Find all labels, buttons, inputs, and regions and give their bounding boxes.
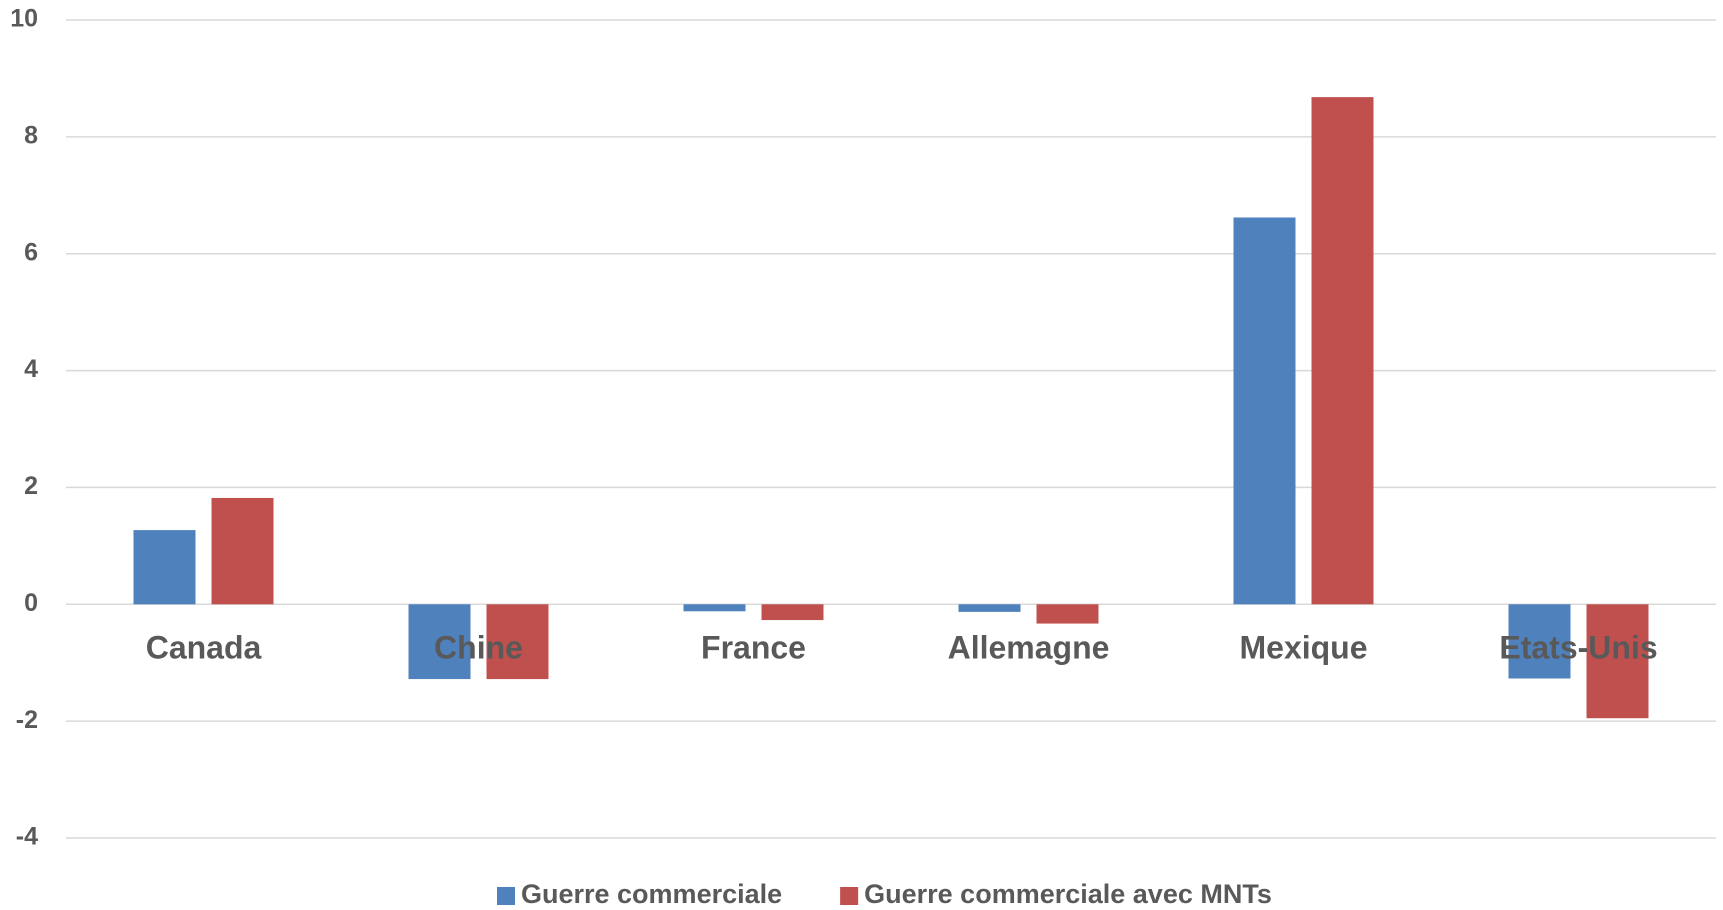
bar [1311,97,1374,605]
bar [133,530,196,605]
legend-label: Guerre commerciale [521,879,782,909]
y-tick-label: 0 [24,589,38,617]
bar [958,604,1021,612]
legend-label: Guerre commerciale avec MNTs [864,879,1272,909]
bar [408,604,471,680]
bar [1036,604,1099,624]
y-tick-label: 10 [10,5,38,33]
y-tick-label: -2 [16,706,38,734]
x-tick-label: Etats-Unis [1499,630,1657,666]
legend-swatch [840,887,859,905]
legend-swatch [497,887,515,905]
x-tick-label: Chine [434,630,523,666]
bar [683,604,746,612]
y-tick-label: 6 [24,238,38,266]
x-tick-label: France [701,630,806,666]
bar [1233,217,1296,605]
y-tick-label: -4 [16,823,38,851]
x-tick-label: Allemagne [948,630,1110,666]
y-tick-label: 2 [24,472,38,500]
bar [486,604,549,680]
x-tick-label: Mexique [1239,630,1367,666]
y-tick-label: 8 [24,121,38,149]
bar [1508,604,1571,679]
bar [761,604,824,621]
x-tick-label: Canada [146,630,262,666]
bar [1586,604,1649,719]
y-tick-label: 4 [24,355,38,383]
bar [211,497,274,605]
